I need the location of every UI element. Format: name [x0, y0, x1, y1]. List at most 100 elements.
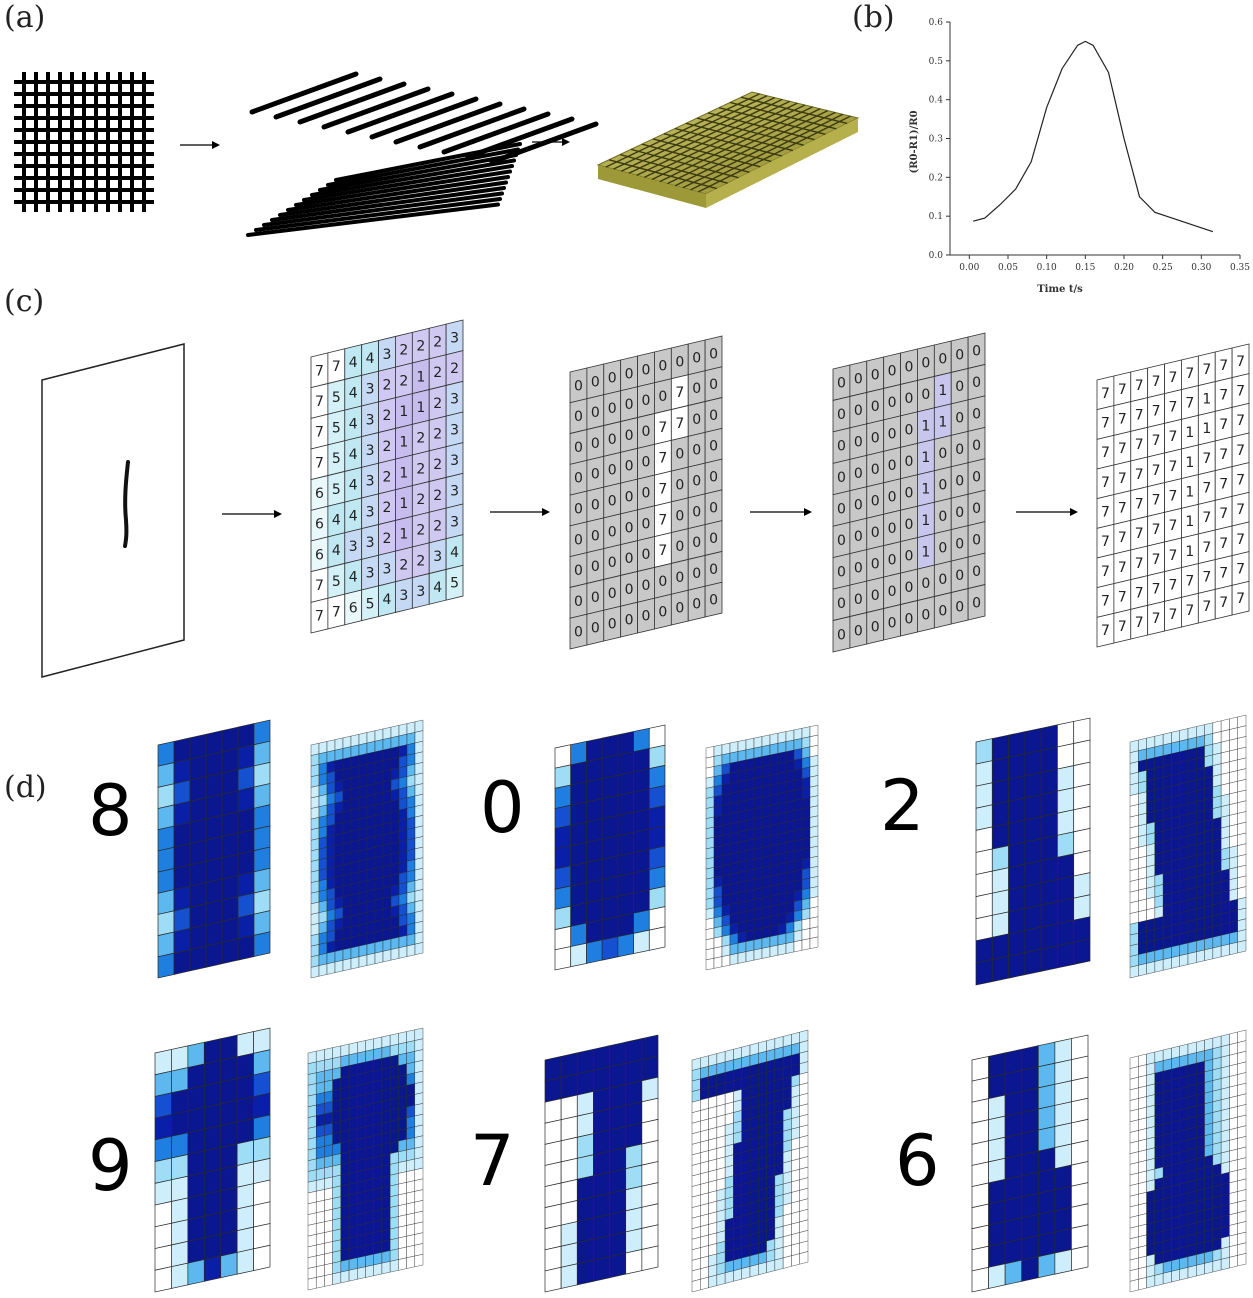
- fine-heatmap-cell: [1129, 793, 1139, 807]
- coarse-heatmap-cell: [617, 771, 634, 796]
- fine-heatmap-cell: [713, 855, 723, 868]
- fine-heatmap-cell: [414, 846, 424, 860]
- fine-heatmap-cell: [1229, 770, 1238, 784]
- fine-heatmap-cell: [414, 1157, 424, 1171]
- fine-heatmap-cell: [691, 1279, 701, 1293]
- fine-heatmap-cell: [705, 887, 715, 900]
- fine-heatmap-cell: [1154, 852, 1164, 866]
- fine-heatmap-cell: [1237, 843, 1247, 857]
- pipeline-arrow-head: [542, 508, 550, 516]
- sensor-grid-line: [707, 112, 815, 141]
- fine-heatmap-cell: [318, 952, 328, 966]
- fine-heatmap-cell: [389, 1076, 399, 1090]
- fine-heatmap-cell: [316, 1092, 325, 1106]
- fine-heatmap-cell: [318, 783, 328, 797]
- coarse-heatmap-cell: [633, 869, 650, 894]
- fine-heatmap-cell: [316, 1178, 325, 1192]
- grid-cell-value: 7: [1169, 578, 1178, 594]
- grid-cell-value: 0: [642, 578, 651, 594]
- grid-cell-value: 0: [692, 597, 701, 613]
- coarse-heatmap-cell: [1021, 1235, 1039, 1261]
- fine-heatmap-cell: [414, 857, 424, 871]
- coarse-heatmap-cell: [1024, 904, 1042, 931]
- coarse-heatmap-cell: [1054, 1227, 1072, 1254]
- fine-heatmap-cell: [1220, 815, 1230, 829]
- coarse-heatmap-cell: [593, 1256, 610, 1282]
- grid-cell-value: 7: [1152, 582, 1161, 598]
- bottom-layer-fiber: [326, 147, 520, 187]
- fine-heatmap-cell: [713, 865, 723, 878]
- fine-heatmap-cell: [761, 896, 771, 909]
- fine-heatmap-cell: [1220, 761, 1230, 775]
- coarse-heatmap-cell: [221, 917, 239, 943]
- fine-heatmap-cell: [381, 1196, 391, 1210]
- fine-heatmap-cell: [1129, 825, 1139, 839]
- fine-heatmap-cell: [382, 885, 392, 899]
- fine-heatmap-cell: [705, 786, 715, 799]
- grid-cell-value: 7: [1101, 505, 1110, 521]
- fine-heatmap-cell: [307, 1255, 317, 1269]
- coarse-heatmap-cell: [971, 1182, 989, 1209]
- fine-heatmap-cell: [1187, 790, 1197, 804]
- fine-heatmap-cell: [342, 735, 352, 749]
- fine-heatmap-cell: [1220, 890, 1230, 904]
- coarse-heatmap-cell: [237, 786, 255, 813]
- grid-cell-value: 0: [625, 582, 634, 598]
- coarse-heatmap-cell: [236, 1226, 254, 1253]
- fine-heatmap-cell: [705, 897, 715, 910]
- sensor-grid-line: [659, 106, 813, 183]
- fine-heatmap-cell: [373, 1230, 383, 1244]
- fine-heatmap-cell: [390, 778, 400, 791]
- fine-heatmap-cell: [785, 749, 795, 763]
- grid-cell-value: 0: [591, 436, 600, 452]
- fine-heatmap-cell: [366, 899, 376, 913]
- fine-heatmap-cell: [389, 1130, 399, 1144]
- fine-heatmap-cell: [350, 829, 360, 843]
- coarse-heatmap-cell: [586, 798, 603, 823]
- fine-heatmap-cell: [1171, 805, 1180, 819]
- fine-heatmap-cell: [406, 859, 416, 873]
- coarse-heatmap-cell: [601, 855, 619, 880]
- fine-heatmap-cell: [1212, 838, 1222, 852]
- grid-cell-value: 0: [905, 611, 914, 627]
- fine-heatmap-cell: [365, 1049, 374, 1063]
- coarse-heatmap-cell: [560, 1136, 578, 1163]
- coarse-heatmap-cell: [203, 1146, 222, 1174]
- fine-heatmap-cell: [398, 808, 408, 821]
- coarse-heatmap-cell: [641, 1140, 659, 1166]
- fine-heatmap-cell: [1237, 907, 1247, 921]
- coarse-heatmap-cell: [1054, 1122, 1072, 1149]
- fine-heatmap-cell: [1171, 762, 1180, 776]
- coarse-heatmap-cell: [554, 905, 572, 931]
- coarse-heatmap-cell: [988, 1052, 1006, 1078]
- fine-heatmap-cell: [1204, 840, 1214, 854]
- fine-heatmap-cell: [316, 1070, 325, 1084]
- fine-heatmap-cell: [737, 779, 747, 793]
- fine-heatmap-cell: [1154, 830, 1164, 844]
- fine-heatmap-cell: [737, 870, 747, 883]
- fine-heatmap-cell: [721, 783, 731, 796]
- fine-heatmap-cell: [324, 1047, 333, 1061]
- coarse-heatmap-cell: [617, 932, 634, 958]
- fine-heatmap-cell: [318, 836, 328, 850]
- fine-heatmap-cell: [398, 1203, 407, 1217]
- fine-heatmap-cell: [373, 1101, 383, 1115]
- fine-heatmap-cell: [1187, 876, 1197, 890]
- grid-cell-value: 1: [921, 482, 930, 498]
- coarse-heatmap-cell: [609, 1147, 627, 1173]
- coarse-heatmap-cell: [991, 756, 1009, 784]
- grid-cell-value: 5: [332, 451, 341, 467]
- coarse-heatmap-cell: [570, 781, 587, 806]
- fine-heatmap-cell: [389, 1140, 399, 1154]
- grid-cell-value: 0: [574, 594, 583, 610]
- fine-heatmap-cell: [365, 1243, 374, 1257]
- coarse-heatmap-cell: [205, 899, 223, 926]
- fine-heatmap-cell: [713, 905, 723, 919]
- fine-heatmap-cell: [1220, 879, 1230, 893]
- coarse-heatmap-cell: [1040, 746, 1058, 773]
- grid-cell-value: 0: [871, 431, 880, 447]
- fine-heatmap-cell: [705, 806, 715, 819]
- grid-cell-value: 0: [972, 375, 981, 391]
- fine-heatmap-cell: [1146, 757, 1156, 771]
- fine-heatmap-cell: [398, 935, 408, 949]
